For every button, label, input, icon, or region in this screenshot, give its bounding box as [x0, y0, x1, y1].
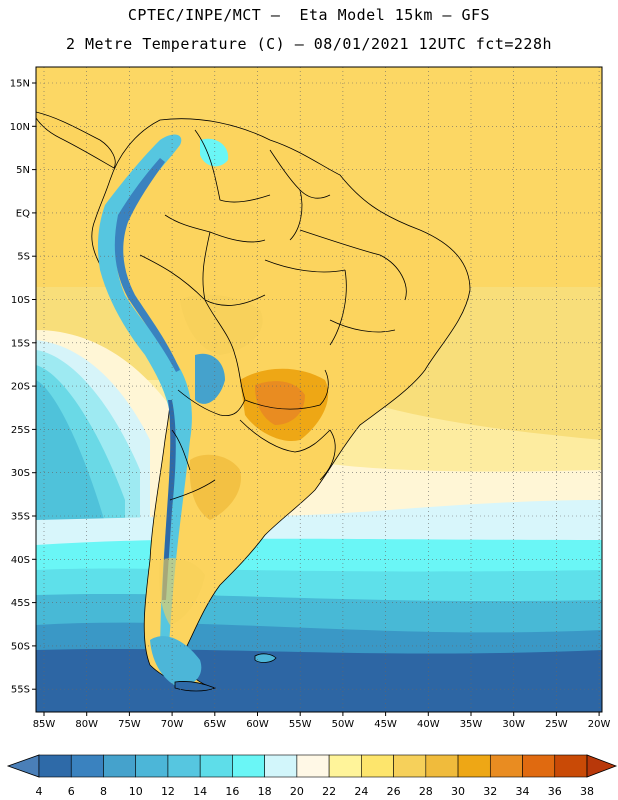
colorbar-label-6: 6	[68, 785, 75, 798]
lon-label-55w: 55W	[289, 719, 312, 730]
lon-label-35w: 35W	[460, 719, 483, 730]
lat-label-35s: 35S	[11, 512, 30, 523]
colorbar-swatch	[457, 754, 491, 778]
lat-label-5n: 5N	[16, 165, 30, 176]
colorbar-label-20: 20	[290, 785, 304, 798]
colorbar-label-24: 24	[354, 785, 368, 798]
lat-label-10s: 10S	[11, 295, 30, 306]
colorbar-label-12: 12	[161, 785, 175, 798]
lat-label-15s: 15S	[11, 338, 30, 349]
colorbar-label-28: 28	[419, 785, 433, 798]
colorbar-label-32: 32	[483, 785, 497, 798]
lon-label-80w: 80W	[75, 719, 98, 730]
lon-label-60w: 60W	[246, 719, 269, 730]
colorbar-label-8: 8	[100, 785, 107, 798]
colorbar-label-26: 26	[387, 785, 401, 798]
lon-label-50w: 50W	[332, 719, 355, 730]
lon-label-70w: 70W	[161, 719, 184, 730]
colorbar-swatch	[38, 754, 72, 778]
latitude-labels: 15N 10N 5N EQ 5S 10S 15S 20S 25S 30S 35S 40S 45S 50S 5…	[10, 79, 30, 696]
lon-label-25w: 25W	[545, 719, 568, 730]
lon-label-85w: 85W	[33, 719, 56, 730]
colorbar-label-38: 38	[580, 785, 594, 798]
colorbar-swatch	[361, 754, 394, 778]
lat-label-30s: 30S	[11, 468, 30, 479]
colorbar-label-34: 34	[516, 785, 530, 798]
colorbar-swatch	[296, 754, 330, 778]
colorbar-label-14: 14	[193, 785, 207, 798]
lon-label-45w: 45W	[374, 719, 397, 730]
colorbar-swatch	[199, 754, 233, 778]
lon-label-75w: 75W	[118, 719, 141, 730]
map-frame	[35, 66, 603, 713]
lat-label-50s: 50S	[11, 641, 30, 652]
lat-label-10n: 10N	[10, 122, 30, 133]
lat-label-15n: 15N	[10, 79, 30, 90]
colorbar-label-10: 10	[129, 785, 143, 798]
colorbar-swatch	[328, 754, 362, 778]
colorbar-labels: 4 6 8 10 12 14 16 18 20 22 24 26 28 30 32 34 36 38	[36, 785, 595, 798]
lat-label-40s: 40S	[11, 555, 30, 566]
lon-label-30w: 30W	[502, 719, 525, 730]
map-field	[36, 67, 602, 712]
colorbar-label-4: 4	[36, 785, 43, 798]
colorbar-swatch	[393, 754, 427, 778]
colorbar-swatch	[167, 754, 201, 778]
colorbar-swatch	[489, 754, 523, 778]
lat-label-20s: 20S	[11, 382, 30, 393]
title-line-2: 2 Metre Temperature (C) – 08/01/2021 12U…	[65, 35, 553, 53]
colorbar-label-16: 16	[225, 785, 239, 798]
lon-label-65w: 65W	[203, 719, 226, 730]
lat-label-45s: 45S	[11, 598, 30, 609]
colorbar-arrow-high	[586, 754, 618, 778]
colorbar-label-36: 36	[548, 785, 562, 798]
title-line-1: CPTEC/INPE/MCT – Eta Model 15km – GFS	[127, 6, 491, 24]
lat-label-5s: 5S	[17, 252, 30, 263]
colorbar-swatch	[70, 754, 104, 778]
colorbar-label-18: 18	[258, 785, 272, 798]
colorbar	[6, 754, 618, 778]
colorbar-swatch	[135, 754, 169, 778]
colorbar-swatch	[522, 754, 556, 778]
lat-label-25s: 25S	[11, 425, 30, 436]
lat-label-eq: EQ	[16, 208, 30, 219]
colorbar-swatch	[554, 754, 588, 778]
axis-ticks	[32, 82, 600, 716]
lon-label-40w: 40W	[417, 719, 440, 730]
colorbar-swatch	[264, 754, 298, 778]
colorbar-swatch	[103, 754, 137, 778]
colorbar-swatch	[232, 754, 265, 778]
longitude-labels: 85W 80W 75W 70W 65W 60W 55W 50W 45W 40W 35W 30W 25W 2…	[33, 719, 611, 730]
colorbar-label-22: 22	[322, 785, 336, 798]
colorbar-arrow-low	[6, 754, 40, 778]
lon-label-20w: 20W	[588, 719, 611, 730]
colorbar-label-30: 30	[451, 785, 465, 798]
lat-label-55s: 55S	[11, 685, 30, 696]
colorbar-swatch	[425, 754, 459, 778]
